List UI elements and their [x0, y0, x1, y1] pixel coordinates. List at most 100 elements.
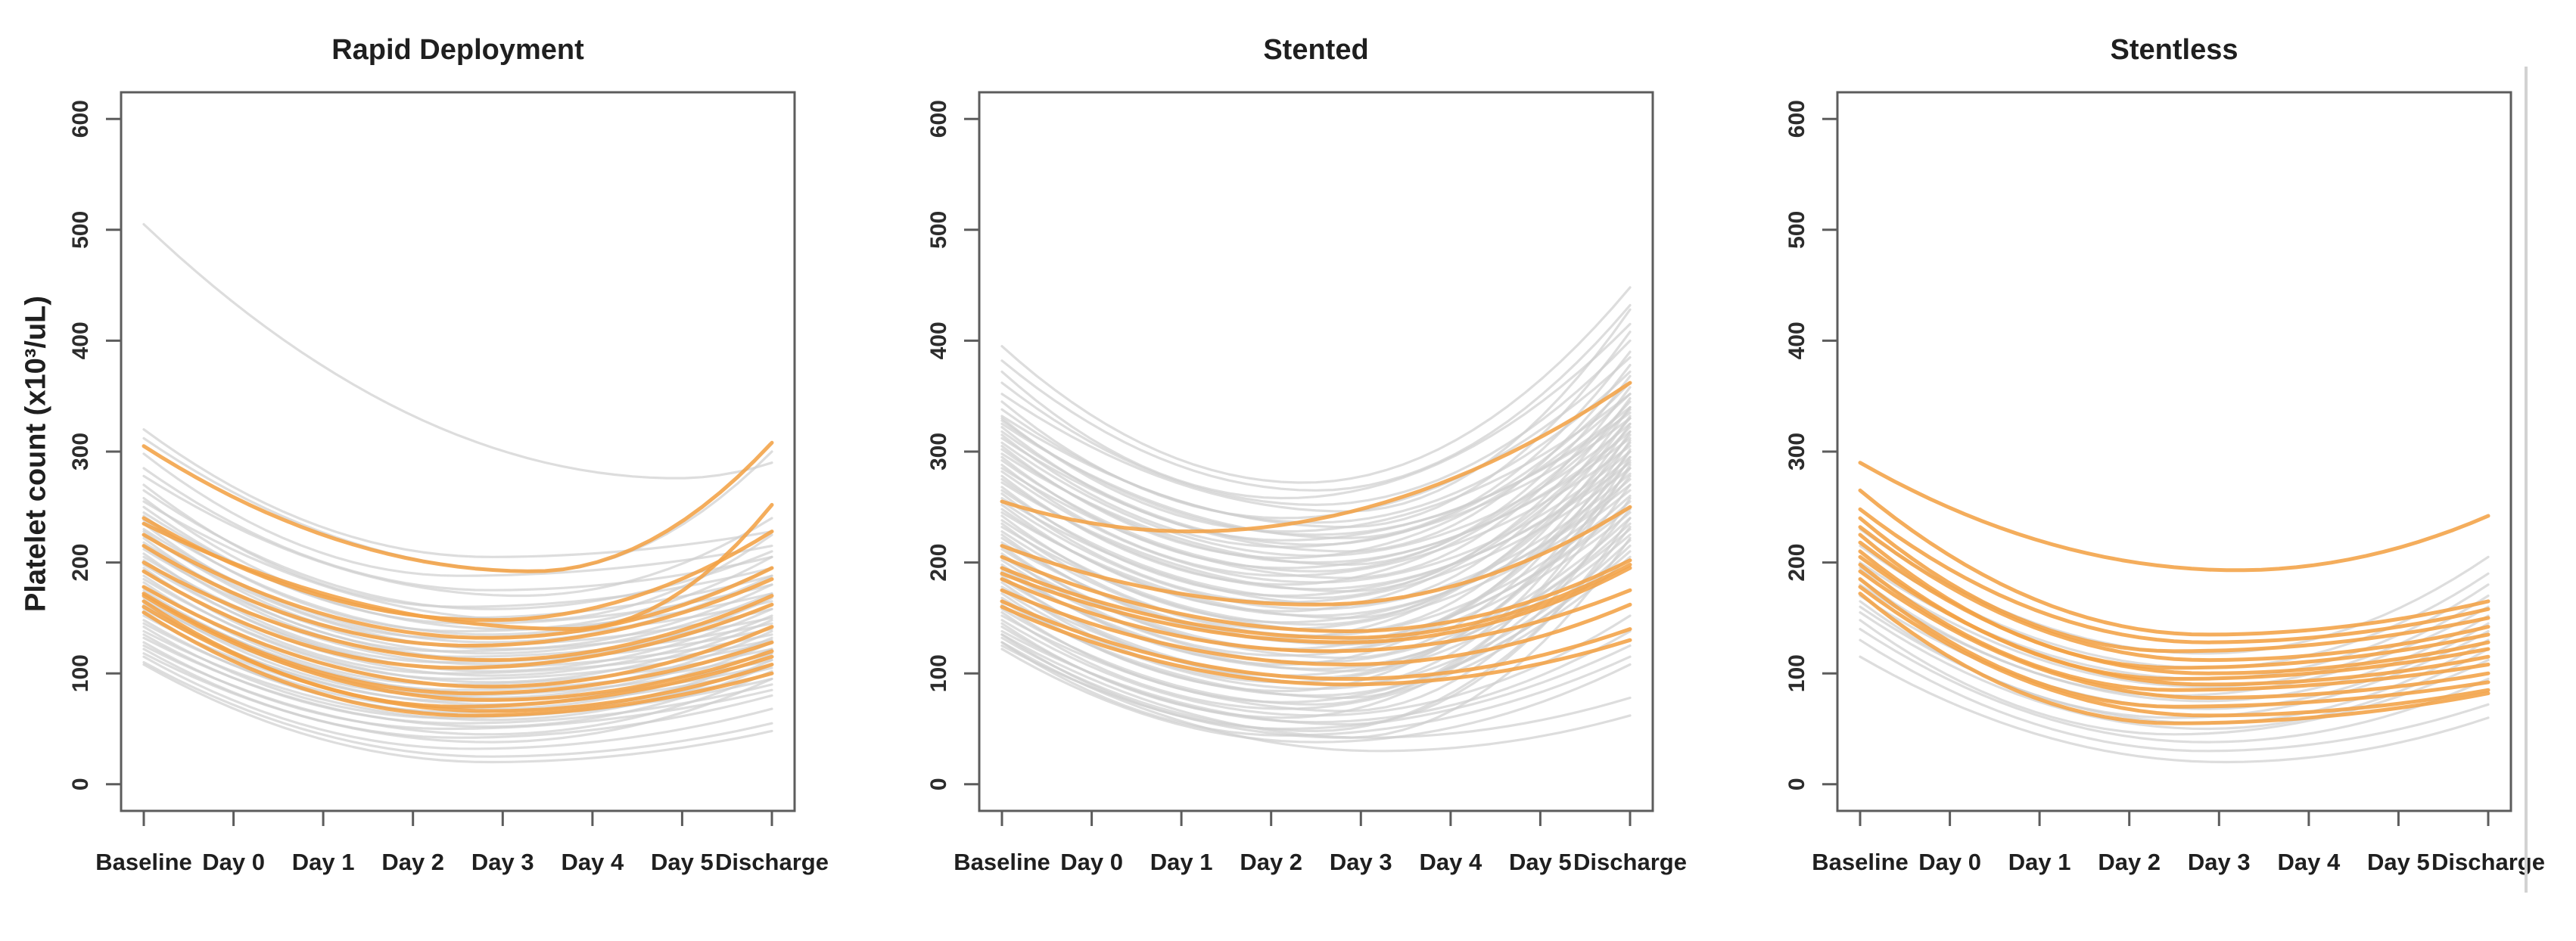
gray-trajectory-line [142, 519, 773, 636]
plot-frame [978, 91, 1654, 812]
y-axis-tick-label: 0 [1784, 778, 1809, 790]
gray-trajectory-line [1000, 308, 1632, 513]
highlighted-trajectory-line [1000, 577, 1632, 654]
y-axis-tick-label: 300 [1784, 433, 1809, 471]
gray-trajectory-line [1000, 400, 1632, 573]
page-edge-line [2525, 67, 2528, 893]
highlighted-trajectory-line [142, 592, 774, 696]
gray-trajectory-line [1000, 393, 1632, 560]
highlighted-trajectory-line [1858, 540, 2490, 675]
gray-trajectory-line [1000, 641, 1632, 753]
gray-trajectory-line [1859, 655, 2490, 764]
gray-trajectory-line [1000, 322, 1632, 500]
x-axis-tick-label: Day 2 [381, 849, 444, 875]
highlighted-trajectory-line [1000, 588, 1632, 666]
gray-trajectory-line [1859, 567, 2490, 688]
gray-trajectory-line [1000, 417, 1632, 548]
x-axis-tick-label: Day 1 [1150, 849, 1213, 875]
gray-trajectory-line [142, 625, 773, 719]
highlighted-trajectory-line [142, 544, 774, 648]
highlighted-trajectory-line [1858, 525, 2490, 663]
x-axis-tick-label: Baseline [954, 849, 1050, 875]
y-axis-tick-label: 600 [1784, 100, 1809, 138]
panel-title: Stented [1263, 34, 1368, 66]
x-axis-tick-label: Discharge [1573, 849, 1687, 875]
highlighted-trajectory-line [1000, 505, 1632, 607]
y-axis-tick-label: 0 [926, 778, 951, 790]
gray-trajectory-line [1859, 627, 2490, 744]
gray-trajectory-line [1000, 374, 1632, 567]
highlighted-trajectory-line [142, 604, 774, 713]
stented-chart: Stented 0 100 200 300 400 500 600 Baseline Day 0… [926, 34, 1687, 875]
y-axis-tick-label: 400 [1784, 321, 1809, 359]
highlighted-trajectory-line [1858, 461, 2490, 573]
y-axis-tick-label: 500 [1784, 211, 1809, 249]
x-axis-tick-label: Day 3 [471, 849, 534, 875]
gray-trajectory-line [1000, 331, 1632, 529]
gray-trajectory-line [142, 467, 773, 592]
gray-trajectory-line [1000, 633, 1632, 731]
gray-trajectory-line [1000, 483, 1632, 706]
highlighted-trajectory-line [1858, 577, 2490, 709]
y-axis-tick-label: 300 [68, 433, 93, 471]
highlighted-trajectory-line [1858, 585, 2490, 718]
highlighted-trajectory-line [1000, 604, 1632, 687]
highlighted-trajectory-line [1000, 563, 1632, 640]
x-axis-tick-label: Day 0 [1918, 849, 1981, 875]
y-axis-tick-label: 100 [926, 654, 951, 692]
y-axis-tick-label: 400 [926, 321, 951, 359]
x-axis-tick-label: Day 3 [1330, 849, 1392, 875]
x-axis-tick-label: Baseline [1812, 849, 1909, 875]
gray-trajectory-line [142, 652, 773, 744]
x-axis-tick-label: Day 2 [1240, 849, 1302, 875]
highlighted-trajectory-line [1000, 554, 1632, 633]
y-axis-tick-label: 500 [68, 211, 93, 249]
x-axis-tick-label: Discharge [2431, 849, 2545, 875]
highlighted-trajectory-line [142, 440, 774, 573]
y-axis-tick-label: 500 [926, 211, 951, 249]
x-axis-tick-label: Day 5 [651, 849, 714, 875]
y-axis-tick-label: 400 [68, 321, 93, 359]
gray-trajectory-line [142, 563, 773, 672]
gray-trajectory-line [1000, 633, 1632, 739]
highlighted-trajectory-line [1000, 380, 1632, 533]
y-axis-tick-label: 600 [68, 100, 93, 138]
x-axis-tick-label: Day 1 [2008, 849, 2071, 875]
highlighted-trajectory-line [142, 561, 774, 663]
highlighted-trajectory-line [142, 569, 774, 670]
highlighted-trajectory-line [1000, 566, 1632, 644]
gray-trajectory-line [1000, 303, 1632, 492]
gray-trajectory-line [1000, 417, 1632, 600]
gray-trajectory-line [142, 655, 773, 750]
y-axis-tick-label: 100 [68, 654, 93, 692]
plot-area: 0 100 200 300 400 500 600 Baseline Day 0 Day 1 Day… [1784, 91, 2545, 875]
y-axis-tick-label: 200 [68, 544, 93, 582]
highlighted-trajectory-line [142, 594, 774, 702]
gray-trajectory-line [1000, 396, 1632, 593]
gray-trajectory-line [142, 660, 773, 758]
y-axis-tick-label: 0 [68, 778, 93, 790]
x-axis-tick-label: Day 2 [2098, 849, 2161, 875]
rapid-deployment-chart: Rapid Deployment 0 100 200 300 400 500 600 Base… [68, 34, 829, 875]
gray-trajectory-line [142, 500, 773, 622]
gray-trajectory-line [142, 452, 773, 577]
gray-trajectory-line [1000, 648, 1632, 744]
gray-trajectory-line [1000, 350, 1632, 539]
x-axis-tick-label: Day 0 [202, 849, 265, 875]
x-axis-tick-label: Day 3 [2188, 849, 2251, 875]
highlighted-trajectory-line [1858, 592, 2490, 725]
gray-trajectory-line [1000, 415, 1632, 620]
y-axis-tick-label: 600 [926, 100, 951, 138]
highlighted-trajectory-line [142, 610, 774, 718]
highlighted-trajectory-line [142, 533, 774, 640]
highlighted-trajectory-line [1858, 516, 2490, 654]
panel-stented: Stented 0 100 200 300 400 500 600 Baseline Day 0… [858, 0, 1716, 941]
gray-trajectory-line [142, 577, 773, 684]
x-axis-tick-label: Day 4 [1420, 849, 1482, 875]
y-axis-tick-label: 200 [926, 544, 951, 582]
highlighted-trajectory-line [1858, 554, 2490, 687]
x-axis-tick-label: Day 4 [562, 849, 624, 875]
highlighted-trajectory-line [1858, 569, 2490, 700]
x-axis-tick-label: Day 1 [292, 849, 355, 875]
